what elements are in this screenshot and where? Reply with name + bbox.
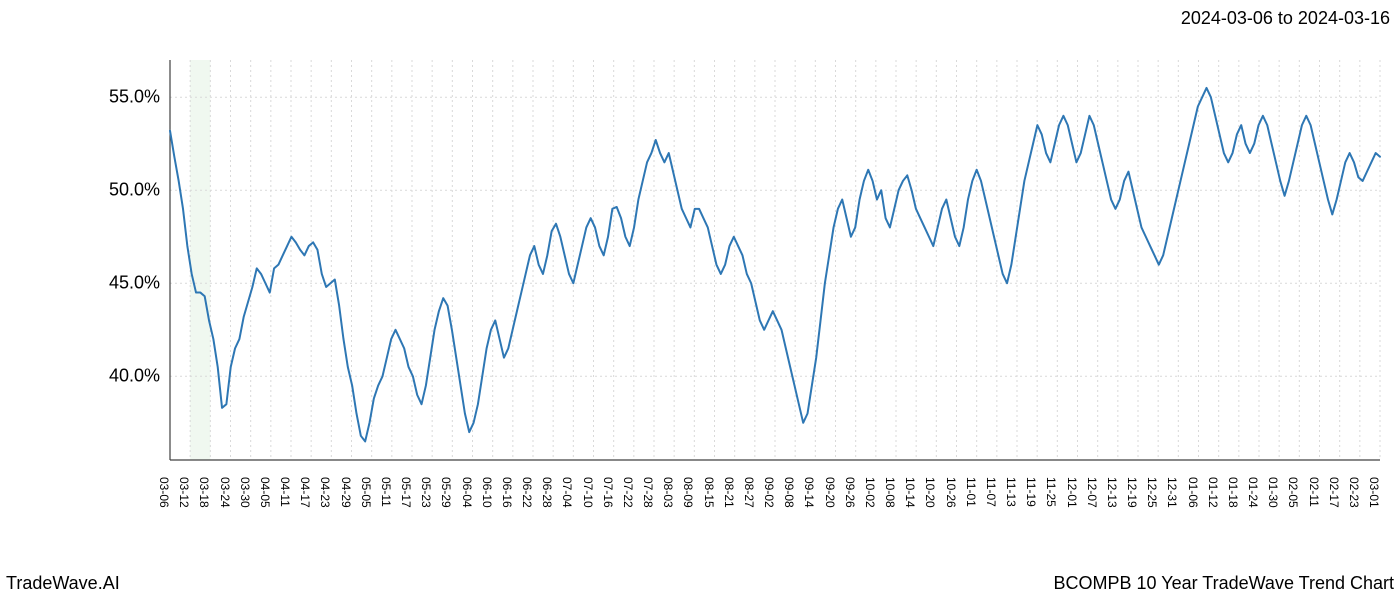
x-tick-label: 12-25	[1145, 477, 1159, 508]
x-tick-label: 02-05	[1286, 477, 1300, 508]
x-tick-label: 03-01	[1367, 477, 1381, 508]
x-tick-label: 06-28	[540, 477, 554, 508]
y-tick-label: 50.0%	[109, 180, 160, 201]
x-tick-label: 10-02	[863, 477, 877, 508]
x-tick-label: 09-14	[802, 477, 816, 508]
x-tick-label: 08-15	[702, 477, 716, 508]
x-tick-label: 07-22	[621, 477, 635, 508]
x-tick-label: 05-05	[359, 477, 373, 508]
x-tick-label: 02-11	[1307, 477, 1321, 507]
y-tick-label: 55.0%	[109, 87, 160, 108]
x-tick-label: 09-20	[823, 477, 837, 508]
x-tick-label: 05-17	[399, 477, 413, 508]
x-tick-label: 05-11	[379, 477, 393, 507]
x-tick-label: 03-24	[218, 477, 232, 508]
x-tick-label: 06-04	[460, 477, 474, 508]
x-tick-label: 08-27	[742, 477, 756, 508]
x-tick-label: 07-04	[560, 477, 574, 508]
x-tick-label: 06-10	[480, 477, 494, 508]
x-tick-label: 08-21	[722, 477, 736, 508]
x-tick-label: 11-01	[964, 477, 978, 507]
x-tick-label: 03-18	[197, 477, 211, 508]
x-tick-label: 12-01	[1065, 477, 1079, 508]
x-tick-label: 11-19	[1024, 477, 1038, 507]
footer-brand: TradeWave.AI	[6, 573, 120, 594]
x-tick-label: 02-17	[1327, 477, 1341, 508]
x-tick-label: 10-20	[923, 477, 937, 508]
x-tick-label: 10-26	[944, 477, 958, 508]
x-tick-label: 09-02	[762, 477, 776, 508]
x-tick-label: 03-12	[177, 477, 191, 508]
x-tick-label: 11-07	[984, 477, 998, 507]
trend-chart	[170, 60, 1380, 460]
x-tick-label: 09-08	[782, 477, 796, 508]
chart-title: BCOMPB 10 Year TradeWave Trend Chart	[1054, 573, 1395, 594]
x-tick-label: 01-12	[1206, 477, 1220, 508]
y-tick-label: 45.0%	[109, 273, 160, 294]
y-tick-label: 40.0%	[109, 366, 160, 387]
x-tick-label: 01-24	[1246, 477, 1260, 508]
x-tick-label: 05-23	[419, 477, 433, 508]
x-tick-label: 12-31	[1165, 477, 1179, 508]
x-tick-label: 06-16	[500, 477, 514, 508]
x-tick-label: 04-17	[298, 477, 312, 508]
x-tick-label: 03-30	[238, 477, 252, 508]
x-tick-label: 08-09	[681, 477, 695, 508]
x-tick-label: 01-18	[1226, 477, 1240, 508]
x-tick-label: 06-22	[520, 477, 534, 508]
x-tick-label: 12-13	[1105, 477, 1119, 508]
date-range-label: 2024-03-06 to 2024-03-16	[1181, 8, 1390, 29]
x-tick-label: 04-05	[258, 477, 272, 508]
x-tick-label: 05-29	[439, 477, 453, 508]
x-tick-label: 02-23	[1347, 477, 1361, 508]
x-tick-label: 12-19	[1125, 477, 1139, 508]
x-tick-label: 10-14	[903, 477, 917, 508]
x-tick-label: 01-30	[1266, 477, 1280, 508]
x-tick-label: 04-11	[278, 477, 292, 507]
x-tick-label: 03-06	[157, 477, 171, 508]
x-tick-label: 07-28	[641, 477, 655, 508]
x-tick-label: 10-08	[883, 477, 897, 508]
x-tick-label: 07-10	[581, 477, 595, 508]
x-tick-label: 01-06	[1186, 477, 1200, 508]
x-tick-label: 04-23	[318, 477, 332, 508]
x-tick-label: 08-03	[661, 477, 675, 508]
x-tick-label: 09-26	[843, 477, 857, 508]
x-tick-label: 11-13	[1004, 477, 1018, 507]
x-tick-label: 07-16	[601, 477, 615, 508]
x-tick-label: 11-25	[1044, 477, 1058, 507]
x-tick-label: 12-07	[1085, 477, 1099, 508]
x-tick-label: 04-29	[339, 477, 353, 508]
